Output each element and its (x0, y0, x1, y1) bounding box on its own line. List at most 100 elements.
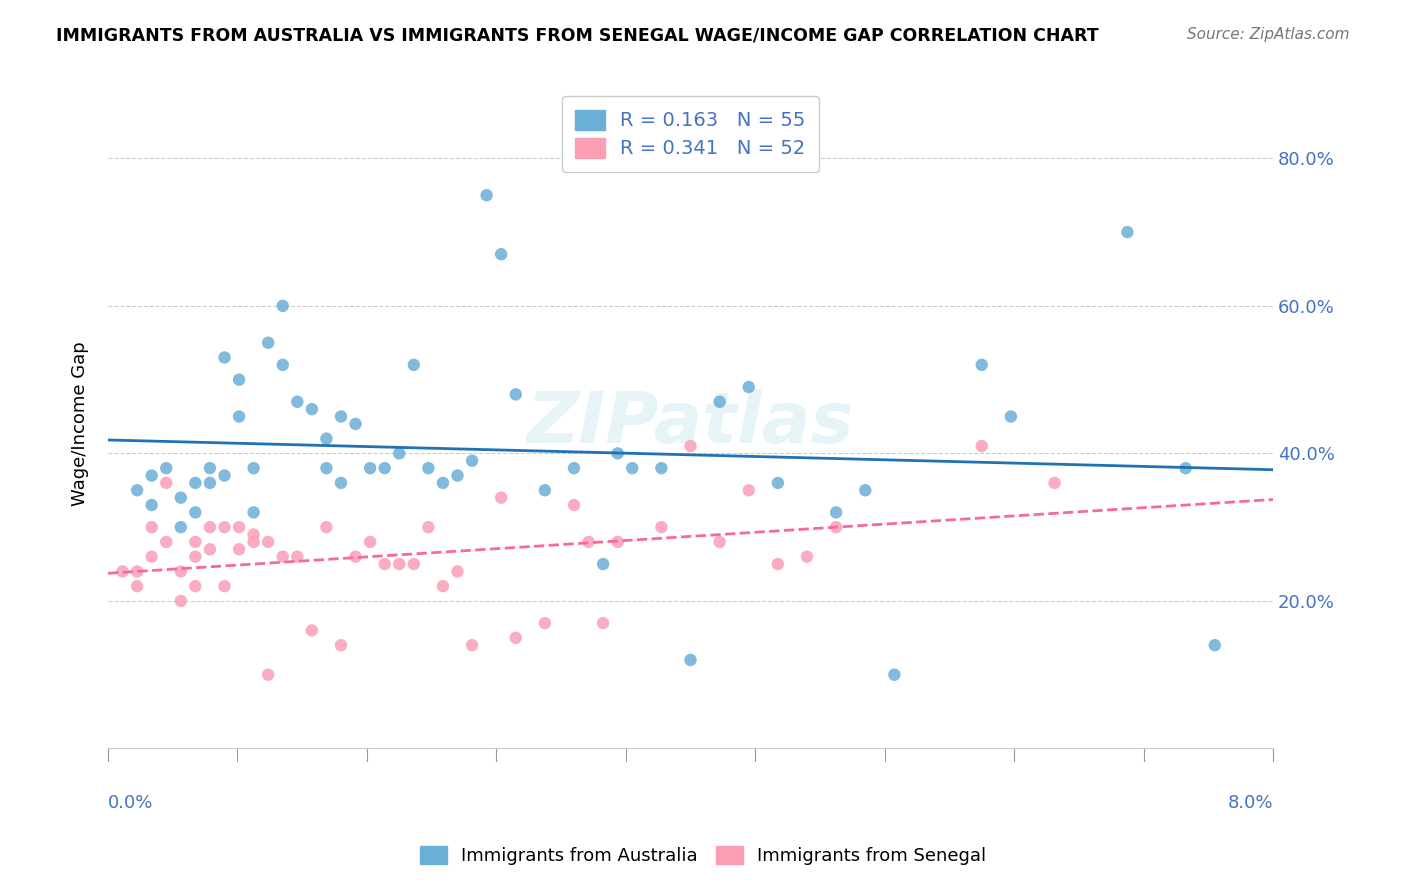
Point (127, 565, 149, 579)
Point (228, 542, 250, 557)
Point (489, 247, 512, 261)
Point (271, 358, 294, 372)
Point (170, 520, 193, 534)
Point (853, 483, 876, 498)
Text: IMMIGRANTS FROM AUSTRALIA VS IMMIGRANTS FROM SENEGAL WAGE/INCOME GAP CORRELATION: IMMIGRANTS FROM AUSTRALIA VS IMMIGRANTS … (56, 27, 1099, 45)
Point (141, 468, 163, 483)
Point (111, 565, 134, 579)
Point (489, 491, 512, 505)
Point (184, 535, 207, 549)
Legend: R = 0.163   N = 55, R = 0.341   N = 52: R = 0.163 N = 55, R = 0.341 N = 52 (562, 96, 820, 172)
Point (271, 299, 294, 313)
Point (825, 505, 848, 519)
Point (461, 454, 484, 468)
Point (418, 520, 440, 534)
Point (257, 335, 280, 350)
Point (170, 491, 193, 505)
Point (578, 535, 600, 549)
Point (534, 483, 557, 498)
Point (155, 461, 177, 475)
Point (228, 409, 250, 424)
Text: Source: ZipAtlas.com: Source: ZipAtlas.com (1187, 27, 1350, 42)
Point (242, 461, 264, 475)
Point (344, 549, 367, 564)
Point (679, 439, 702, 453)
Point (432, 475, 454, 490)
Point (796, 549, 818, 564)
Point (359, 461, 381, 475)
Point (374, 557, 396, 571)
Point (1174, 461, 1197, 475)
Point (562, 461, 585, 475)
Point (155, 475, 177, 490)
Point (1116, 225, 1139, 239)
Point (315, 461, 337, 475)
Point (198, 461, 221, 475)
Point (184, 549, 207, 564)
Point (330, 638, 353, 652)
Point (679, 653, 702, 667)
Point (301, 402, 323, 417)
Point (242, 527, 264, 541)
Point (285, 394, 308, 409)
Point (709, 535, 731, 549)
Text: ZIPatlas: ZIPatlas (527, 390, 855, 458)
Point (402, 358, 425, 372)
Point (141, 498, 163, 512)
Point (141, 549, 163, 564)
Point (198, 475, 221, 490)
Point (650, 520, 672, 534)
Point (228, 373, 250, 387)
Text: 0.0%: 0.0% (108, 794, 153, 812)
Point (446, 468, 468, 483)
Point (825, 520, 848, 534)
Point (1000, 409, 1022, 424)
Point (388, 446, 411, 460)
Point (883, 667, 905, 681)
Point (184, 579, 207, 593)
Point (315, 432, 337, 446)
Point (242, 535, 264, 549)
Point (766, 557, 789, 571)
Point (505, 631, 527, 645)
Point (418, 461, 440, 475)
Point (285, 549, 308, 564)
Point (257, 535, 280, 549)
Point (214, 351, 236, 365)
Point (1204, 638, 1226, 652)
Point (738, 483, 761, 498)
Point (446, 565, 468, 579)
Text: 8.0%: 8.0% (1227, 794, 1272, 812)
Point (534, 616, 557, 631)
Point (592, 616, 614, 631)
Point (127, 579, 149, 593)
Point (257, 667, 280, 681)
Point (242, 505, 264, 519)
Point (374, 461, 396, 475)
Point (606, 535, 628, 549)
Point (228, 520, 250, 534)
Y-axis label: Wage/Income Gap: Wage/Income Gap (72, 342, 89, 507)
Point (970, 358, 993, 372)
Point (461, 638, 484, 652)
Point (388, 557, 411, 571)
Point (505, 387, 527, 401)
Point (184, 475, 207, 490)
Point (475, 188, 498, 202)
Point (214, 579, 236, 593)
Point (214, 468, 236, 483)
Legend: Immigrants from Australia, Immigrants from Senegal: Immigrants from Australia, Immigrants fr… (411, 837, 995, 874)
Point (271, 549, 294, 564)
Point (141, 520, 163, 534)
Point (127, 483, 149, 498)
Point (170, 565, 193, 579)
Point (198, 542, 221, 557)
Point (184, 505, 207, 519)
Point (359, 535, 381, 549)
Point (650, 461, 672, 475)
Point (738, 380, 761, 394)
Point (402, 557, 425, 571)
Point (766, 475, 789, 490)
Point (606, 446, 628, 460)
Point (170, 594, 193, 608)
